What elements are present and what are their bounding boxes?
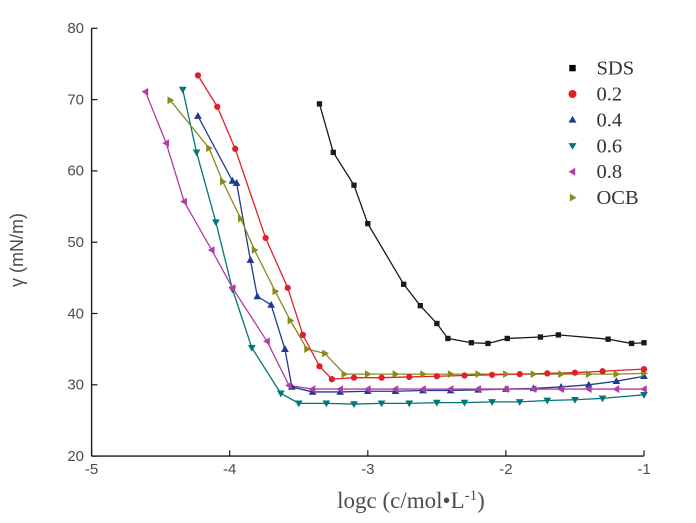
svg-text:30: 30 [67,377,84,394]
svg-text:OCB: OCB [597,187,639,209]
svg-text:-4: -4 [223,461,236,478]
svg-text:-3: -3 [361,461,374,478]
svg-text:50: 50 [67,234,84,251]
svg-text:40: 40 [67,305,84,322]
svg-text:γ (mN/m): γ (mN/m) [7,213,27,287]
svg-text:0.8: 0.8 [597,161,623,183]
svg-text:20: 20 [67,448,84,465]
svg-text:70: 70 [67,91,84,108]
svg-text:-5: -5 [85,461,98,478]
svg-text:SDS: SDS [597,58,635,80]
svg-text:0.2: 0.2 [597,84,623,106]
svg-text:60: 60 [67,163,84,180]
svg-text:0.6: 0.6 [597,135,623,157]
svg-text:80: 80 [67,20,84,37]
svg-text:logc (c/mol•L-1): logc (c/mol•L-1) [337,488,485,513]
svg-text:-2: -2 [499,461,512,478]
svg-text:0.4: 0.4 [597,109,623,131]
svg-text:-1: -1 [637,461,650,478]
